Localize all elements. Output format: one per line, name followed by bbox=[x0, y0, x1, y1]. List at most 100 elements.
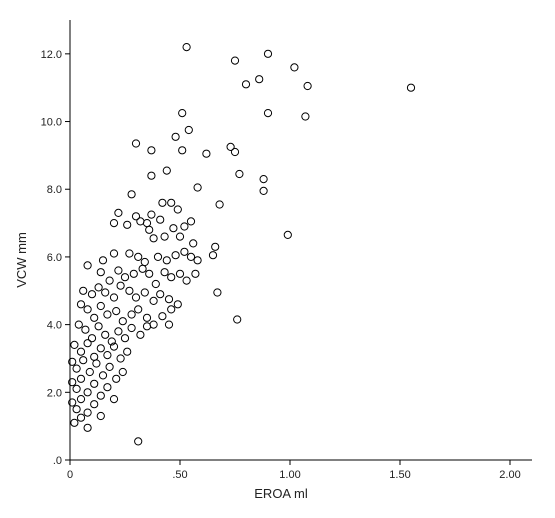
data-point bbox=[171, 132, 180, 141]
data-point bbox=[92, 359, 101, 368]
data-point bbox=[136, 217, 145, 226]
data-point bbox=[109, 395, 119, 404]
data-point bbox=[142, 322, 152, 331]
data-point bbox=[134, 305, 143, 314]
data-point bbox=[98, 371, 108, 380]
data-point bbox=[142, 313, 152, 322]
y-tick-label: 4.0 bbox=[47, 320, 62, 332]
data-point bbox=[109, 249, 119, 258]
data-point bbox=[87, 290, 97, 299]
data-point bbox=[118, 367, 127, 377]
x-tick-label: 0 bbox=[67, 469, 73, 481]
data-point bbox=[125, 286, 134, 295]
data-point bbox=[94, 322, 103, 331]
data-point bbox=[213, 288, 222, 297]
data-point bbox=[193, 256, 202, 265]
data-point bbox=[149, 320, 158, 329]
y-tick-label: 6.0 bbox=[47, 252, 62, 264]
data-point bbox=[162, 256, 171, 265]
data-point bbox=[178, 109, 187, 118]
data-point bbox=[406, 83, 416, 92]
data-point bbox=[202, 149, 211, 158]
data-point bbox=[156, 290, 165, 299]
data-point bbox=[158, 198, 167, 207]
data-point bbox=[180, 222, 189, 231]
data-point bbox=[173, 300, 182, 309]
data-point bbox=[151, 279, 160, 289]
data-point bbox=[83, 408, 92, 417]
data-point bbox=[114, 327, 123, 336]
data-point bbox=[127, 323, 136, 333]
data-point bbox=[76, 413, 86, 422]
data-point bbox=[103, 383, 112, 392]
x-tick-label: 2.00 bbox=[499, 469, 520, 481]
data-point bbox=[167, 305, 176, 314]
data-point bbox=[140, 257, 149, 267]
data-point bbox=[87, 334, 97, 343]
data-point bbox=[180, 247, 189, 256]
data-point bbox=[96, 344, 105, 353]
data-point bbox=[83, 261, 92, 270]
data-point bbox=[85, 367, 94, 377]
data-point bbox=[184, 125, 193, 135]
data-point bbox=[175, 269, 185, 278]
data-point bbox=[123, 220, 132, 229]
data-point bbox=[70, 418, 79, 427]
data-point bbox=[259, 175, 268, 184]
data-point bbox=[186, 252, 196, 261]
data-point bbox=[263, 49, 273, 58]
data-point bbox=[136, 330, 145, 339]
data-point bbox=[131, 293, 141, 302]
data-point bbox=[153, 252, 163, 261]
data-point bbox=[226, 142, 235, 151]
data-point bbox=[74, 320, 83, 329]
data-point bbox=[109, 342, 119, 351]
data-point bbox=[83, 305, 92, 314]
data-point bbox=[160, 268, 169, 277]
axes-layer bbox=[69, 20, 532, 461]
data-point bbox=[120, 334, 130, 343]
data-point bbox=[131, 139, 141, 148]
data-point bbox=[230, 56, 240, 65]
y-axis-title: VCW mm bbox=[14, 232, 29, 288]
y-tick-label: .0 bbox=[53, 455, 62, 467]
data-point bbox=[173, 205, 182, 214]
data-point bbox=[259, 186, 268, 195]
data-point bbox=[79, 286, 88, 295]
data-point bbox=[76, 347, 86, 356]
data-point bbox=[182, 43, 191, 52]
data-point bbox=[164, 295, 174, 304]
data-point bbox=[109, 219, 119, 228]
data-point bbox=[114, 266, 123, 275]
data-point bbox=[116, 354, 125, 363]
data-point bbox=[127, 310, 136, 319]
y-tick-label: 12.0 bbox=[41, 49, 62, 61]
data-point bbox=[301, 112, 310, 121]
data-point bbox=[76, 395, 86, 404]
data-point bbox=[235, 169, 244, 179]
x-tick-label: 1.50 bbox=[389, 469, 410, 481]
data-point bbox=[105, 362, 114, 371]
data-point bbox=[129, 269, 138, 278]
data-point bbox=[290, 63, 299, 72]
data-point bbox=[120, 273, 130, 282]
data-point bbox=[147, 210, 156, 219]
x-axis-ticks: 0 .50 1.00 1.50 2.00 bbox=[67, 460, 521, 481]
data-point bbox=[83, 339, 92, 348]
data-point bbox=[94, 283, 103, 292]
data-point bbox=[182, 276, 191, 285]
y-tick-label: 8.0 bbox=[47, 184, 62, 196]
data-point bbox=[96, 301, 105, 311]
data-point bbox=[123, 347, 132, 356]
data-point bbox=[178, 146, 187, 155]
data-point bbox=[230, 147, 240, 157]
data-point bbox=[83, 388, 92, 397]
data-point bbox=[164, 320, 174, 329]
data-point bbox=[162, 166, 171, 175]
data-point bbox=[125, 249, 134, 258]
data-point bbox=[114, 208, 123, 217]
data-point bbox=[103, 310, 112, 319]
data-point bbox=[193, 183, 202, 192]
data-point bbox=[112, 307, 121, 316]
data-point bbox=[96, 391, 105, 400]
